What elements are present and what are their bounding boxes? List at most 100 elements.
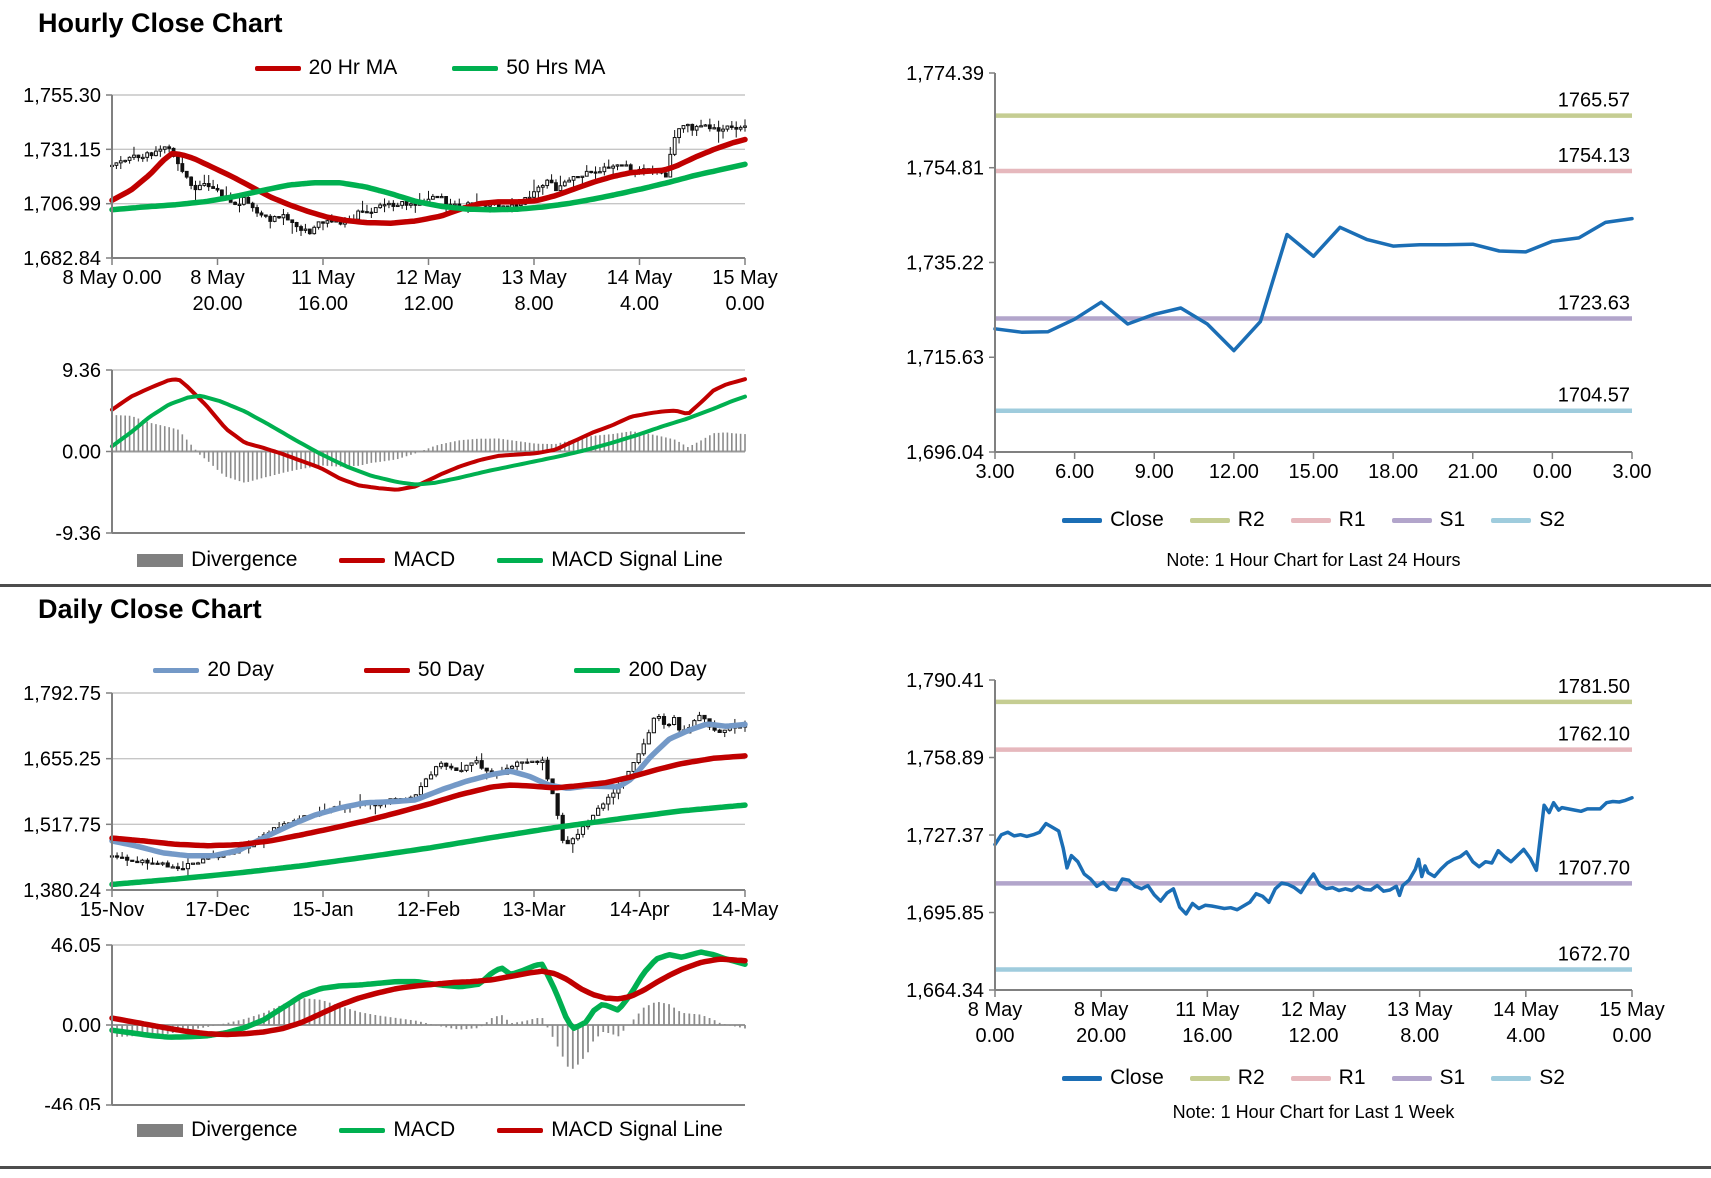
- svg-text:1,655.25: 1,655.25: [23, 749, 101, 771]
- svg-text:3.00: 3.00: [1613, 461, 1652, 483]
- svg-text:9.36: 9.36: [62, 360, 101, 382]
- legend-label: MACD Signal Line: [551, 1118, 723, 1141]
- hourly-section-title: Hourly Close Chart: [38, 8, 283, 38]
- legend-item: MACD Signal Line: [497, 1118, 723, 1142]
- legend-item: Close: [1062, 1066, 1164, 1090]
- legend-item: 50 Day: [363, 658, 485, 682]
- legend-item: MACD: [339, 1118, 455, 1142]
- svg-text:12-Feb: 12-Feb: [397, 899, 460, 921]
- svg-text:1754.13: 1754.13: [1558, 145, 1630, 167]
- svg-text:11 May: 11 May: [291, 267, 355, 289]
- svg-text:8 May 0.00: 8 May 0.00: [63, 267, 162, 289]
- svg-text:1,754.81: 1,754.81: [906, 158, 984, 180]
- macd-signal-swatch: [497, 1127, 544, 1133]
- s1-swatch: [1391, 517, 1432, 523]
- divergence-swatch: [137, 553, 184, 567]
- legend-item: 20 Hr MA: [254, 56, 397, 80]
- svg-text:4.00: 4.00: [1506, 1025, 1545, 1047]
- legend-item: 20 Day: [153, 658, 274, 682]
- svg-text:1672.70: 1672.70: [1558, 943, 1630, 965]
- svg-text:12.00: 12.00: [1209, 461, 1259, 483]
- svg-text:8.00: 8.00: [1400, 1025, 1439, 1047]
- macd-signal-swatch: [497, 557, 544, 563]
- legend-label: Close: [1110, 508, 1164, 531]
- svg-text:1704.57: 1704.57: [1558, 385, 1630, 407]
- svg-text:13 May: 13 May: [501, 267, 567, 289]
- legend-label: R2: [1237, 508, 1265, 531]
- svg-text:11 May: 11 May: [1175, 999, 1239, 1021]
- svg-text:9.00: 9.00: [1135, 461, 1174, 483]
- legend-label: MACD: [393, 1118, 456, 1141]
- legend-item: 200 Day: [574, 658, 707, 682]
- svg-text:1765.57: 1765.57: [1558, 90, 1630, 112]
- legend-item: Divergence: [137, 548, 297, 572]
- legend-label: 50 Day: [417, 658, 485, 681]
- svg-text:20.00: 20.00: [1076, 1025, 1126, 1047]
- close-swatch: [1062, 517, 1103, 523]
- svg-text:0.00: 0.00: [1533, 461, 1572, 483]
- svg-text:1,706.99: 1,706.99: [23, 194, 101, 216]
- ma20-swatch: [254, 65, 301, 71]
- svg-text:4.00: 4.00: [620, 293, 659, 310]
- svg-text:8.00: 8.00: [515, 293, 554, 310]
- ma20d-swatch: [153, 667, 200, 673]
- legend-label: 200 Day: [628, 658, 707, 681]
- daily-macd-chart: 46.05 0.00 -46.05: [44, 935, 748, 1110]
- svg-text:14 May: 14 May: [1493, 999, 1559, 1021]
- hourly-close-chart: 1,755.301,731.151,706.991,682.848 May 0.…: [23, 85, 778, 310]
- r2-swatch: [1189, 1075, 1230, 1081]
- legend-label: S1: [1439, 508, 1466, 531]
- svg-text:0.00: 0.00: [1613, 1025, 1652, 1047]
- svg-text:14-May: 14-May: [712, 899, 779, 921]
- svg-text:1,755.30: 1,755.30: [23, 85, 101, 107]
- svg-text:0.00: 0.00: [726, 293, 765, 310]
- svg-text:1,695.85: 1,695.85: [906, 903, 984, 925]
- svg-text:1,731.15: 1,731.15: [23, 139, 101, 161]
- svg-text:15-Nov: 15-Nov: [80, 899, 144, 921]
- svg-text:6.00: 6.00: [1055, 461, 1094, 483]
- svg-text:15 May: 15 May: [1599, 999, 1665, 1021]
- svg-text:18.00: 18.00: [1368, 461, 1418, 483]
- legend-label: MACD: [393, 548, 456, 571]
- legend-item: Close: [1062, 508, 1164, 532]
- svg-text:0.00: 0.00: [62, 442, 101, 464]
- legend-item: S2: [1491, 1066, 1565, 1090]
- legend-item: S2: [1491, 508, 1565, 532]
- hourly-pivot-chart: 1,774.39 1,754.81 1,735.22 1,715.63 1,696.04…: [906, 63, 1652, 483]
- bottom-divider: [0, 1166, 1711, 1169]
- svg-text:12 May: 12 May: [396, 267, 462, 289]
- svg-text:1,735.22: 1,735.22: [906, 252, 984, 274]
- svg-text:13 May: 13 May: [1387, 999, 1453, 1021]
- svg-text:1,715.63: 1,715.63: [906, 347, 984, 369]
- section-divider: [0, 584, 1711, 587]
- ma50d-swatch: [363, 667, 410, 673]
- legend-label: S2: [1539, 1066, 1565, 1089]
- close-swatch: [1062, 1075, 1103, 1081]
- hourly-pivot-legend: Close R2 R1 S1 S2: [995, 508, 1632, 532]
- svg-text:14-Apr: 14-Apr: [609, 899, 669, 921]
- svg-text:16.00: 16.00: [298, 293, 348, 310]
- daily-price-legend: 20 Day 50 Day 200 Day: [30, 658, 830, 682]
- hourly-macd-chart: 9.36 0.00 -9.36: [55, 360, 747, 540]
- ma200d-swatch: [574, 667, 621, 673]
- legend-item: R2: [1189, 508, 1265, 532]
- legend-item: R2: [1189, 1066, 1265, 1090]
- svg-text:21.00: 21.00: [1448, 461, 1498, 483]
- svg-text:1781.50: 1781.50: [1558, 676, 1630, 698]
- legend-label: R1: [1338, 508, 1366, 531]
- legend-label: R2: [1237, 1066, 1265, 1089]
- divergence-swatch: [137, 1123, 184, 1137]
- weekly-pivot-legend: Close R2 R1 S1 S2: [995, 1066, 1632, 1090]
- svg-text:1,792.75: 1,792.75: [23, 684, 101, 705]
- legend-label: 20 Day: [207, 658, 274, 681]
- svg-text:8 May: 8 May: [968, 999, 1022, 1021]
- svg-text:20.00: 20.00: [192, 293, 242, 310]
- legend-item: S1: [1391, 1066, 1466, 1090]
- hourly-pivot-note: Note: 1 Hour Chart for Last 24 Hours: [1166, 550, 1461, 570]
- legend-label: Close: [1110, 1066, 1164, 1089]
- legend-item: MACD: [339, 548, 455, 572]
- legend-item: MACD Signal Line: [497, 548, 723, 572]
- svg-text:12 May: 12 May: [1281, 999, 1347, 1021]
- legend-label: S1: [1439, 1066, 1466, 1089]
